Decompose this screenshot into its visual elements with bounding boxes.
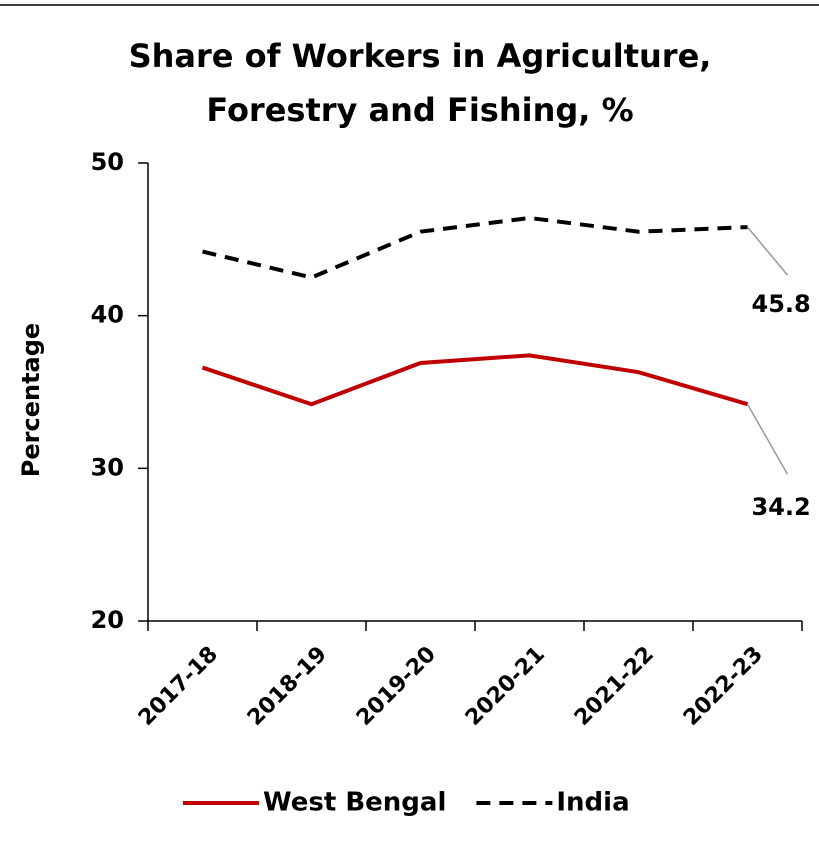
series-line bbox=[201, 353, 749, 407]
x-tick-label: 2020-21 bbox=[461, 642, 550, 731]
leader-line bbox=[746, 226, 789, 276]
data-label: 45.8 bbox=[752, 290, 811, 318]
chart-title: Share of Workers in Agriculture, bbox=[129, 37, 712, 75]
x-tick-label: 2017-18 bbox=[134, 642, 223, 731]
x-tick-label: 2019-20 bbox=[352, 642, 441, 731]
x-tick-label: 2021-22 bbox=[570, 642, 659, 731]
x-tick-label: 2022-23 bbox=[679, 642, 768, 731]
chart-title: Forestry and Fishing, % bbox=[206, 91, 633, 129]
x-tick-label: 2018-19 bbox=[243, 642, 332, 731]
y-tick-label: 30 bbox=[91, 453, 124, 481]
legend-label: West Bengal bbox=[263, 788, 446, 818]
legend-label: India bbox=[556, 788, 629, 818]
y-tick-label: 40 bbox=[91, 301, 124, 329]
y-tick-label: 50 bbox=[91, 148, 124, 176]
y-axis-label: Percentage bbox=[17, 323, 45, 477]
y-tick-label: 20 bbox=[91, 606, 124, 634]
series-line bbox=[202, 215, 748, 280]
data-label: 34.2 bbox=[752, 493, 811, 521]
leader-line bbox=[746, 403, 789, 475]
